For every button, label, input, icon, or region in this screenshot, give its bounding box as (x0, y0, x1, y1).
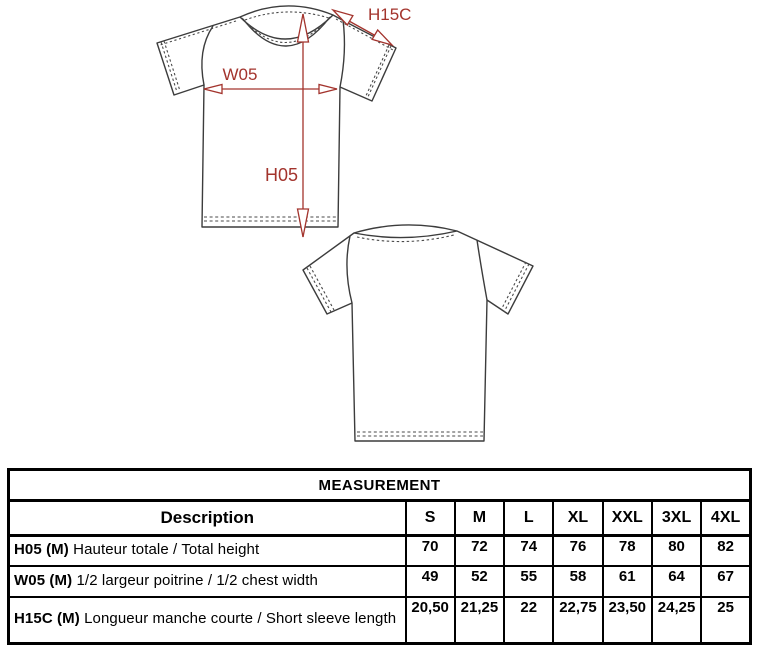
front-right-cuff-stitch (364, 44, 392, 100)
front-left-cuff-stitch (160, 40, 181, 93)
h05-label: H05 (265, 165, 298, 185)
column-header-description: Description (7, 499, 407, 537)
front-shoulder-stitch-right (335, 18, 394, 51)
table-row-h15c: H15C (M) Longueur manche courte / Short … (7, 595, 752, 645)
value-cell: 23,50 (601, 595, 653, 645)
value-cell: 25 (700, 595, 752, 645)
table-title: MEASUREMENT (7, 468, 752, 502)
back-silhouette (302, 224, 534, 442)
column-header-4xl: 4XL (700, 499, 752, 537)
value-cell: 64 (650, 564, 703, 598)
column-header-s: S (404, 499, 456, 537)
back-stitching (306, 234, 530, 437)
front-collar-band-bottom (242, 16, 331, 47)
measure-description: 1/2 largeur poitrine / 1/2 chest width (76, 571, 318, 589)
value-cell: 76 (552, 534, 604, 567)
tshirt-technical-drawing: W05 H05 H15C (156, 5, 534, 442)
front-armhole-left (201, 25, 214, 86)
table-title-row: MEASUREMENT (7, 468, 752, 502)
measure-description: Longueur manche courte / Short sleeve le… (84, 610, 397, 628)
back-armhole-right (476, 239, 488, 301)
value-cell: 55 (503, 564, 555, 598)
w05-dimension-arrow (203, 83, 338, 95)
h05-dimension-arrow (296, 13, 310, 238)
table-row-h05: H05 (M) Hauteur totale / Total height 70… (7, 534, 752, 567)
back-view-drawing (302, 224, 534, 442)
measurement-table: MEASUREMENT Description S M L XL XXL 3XL… (7, 468, 752, 645)
front-silhouette (156, 5, 397, 228)
value-cell: 24,25 (650, 595, 703, 645)
back-hem-stitch (357, 431, 483, 437)
back-collar-band (353, 230, 458, 239)
h15c-dimension-arrow (330, 8, 395, 47)
value-cell: 78 (601, 534, 653, 567)
h15c-label: H15C (368, 5, 411, 24)
table-header-row: Description S M L XL XXL 3XL 4XL (7, 499, 752, 537)
value-cell: 58 (552, 564, 604, 598)
value-cell: 72 (453, 534, 506, 567)
table-row-w05: W05 (M) 1/2 largeur poitrine / 1/2 chest… (7, 564, 752, 598)
front-armhole-right (339, 19, 346, 88)
value-cell: 67 (700, 564, 752, 598)
measure-code: H05 (M) (14, 541, 69, 559)
back-right-cuff-stitch (500, 261, 530, 313)
value-cell: 20,50 (404, 595, 456, 645)
w05-arrowhead-left (203, 83, 223, 95)
front-collar-stitch (241, 15, 332, 43)
w05-arrowhead-right (318, 83, 338, 95)
measure-code: W05 (M) (14, 571, 73, 589)
row-label: H15C (M) Longueur manche courte / Short … (7, 595, 407, 645)
dimension-annotations: W05 H05 H15C (203, 5, 411, 238)
value-cell: 80 (650, 534, 703, 567)
value-cell: 49 (404, 564, 456, 598)
h15c-arrowhead-lower (371, 28, 395, 47)
front-shoulder-stitch-left (159, 20, 237, 46)
front-view-drawing (156, 5, 397, 228)
column-header-l: L (503, 499, 555, 537)
measure-description: Hauteur totale / Total height (73, 541, 260, 559)
column-header-xxl: XXL (601, 499, 653, 537)
value-cell: 22 (503, 595, 555, 645)
row-label: W05 (M) 1/2 largeur poitrine / 1/2 chest… (7, 564, 407, 598)
value-cell: 52 (453, 564, 506, 598)
w05-label: W05 (223, 65, 258, 84)
front-stitching (159, 11, 394, 222)
value-cell: 74 (503, 534, 555, 567)
column-header-m: M (453, 499, 506, 537)
value-cell: 21,25 (453, 595, 506, 645)
value-cell: 82 (700, 534, 752, 567)
back-left-cuff-stitch (306, 265, 335, 313)
value-cell: 22,75 (552, 595, 604, 645)
column-header-3xl: 3XL (650, 499, 703, 537)
h05-arrowhead-bottom (296, 208, 310, 238)
measure-code: H15C (M) (14, 610, 80, 628)
h05-arrowhead-top (296, 13, 310, 43)
row-label: H05 (M) Hauteur totale / Total height (7, 534, 407, 567)
value-cell: 70 (404, 534, 456, 567)
back-armhole-left (346, 235, 353, 304)
column-header-xl: XL (552, 499, 604, 537)
value-cell: 61 (601, 564, 653, 598)
h15c-arrowhead-upper (330, 8, 354, 27)
front-neck-back-stitch (244, 11, 330, 21)
